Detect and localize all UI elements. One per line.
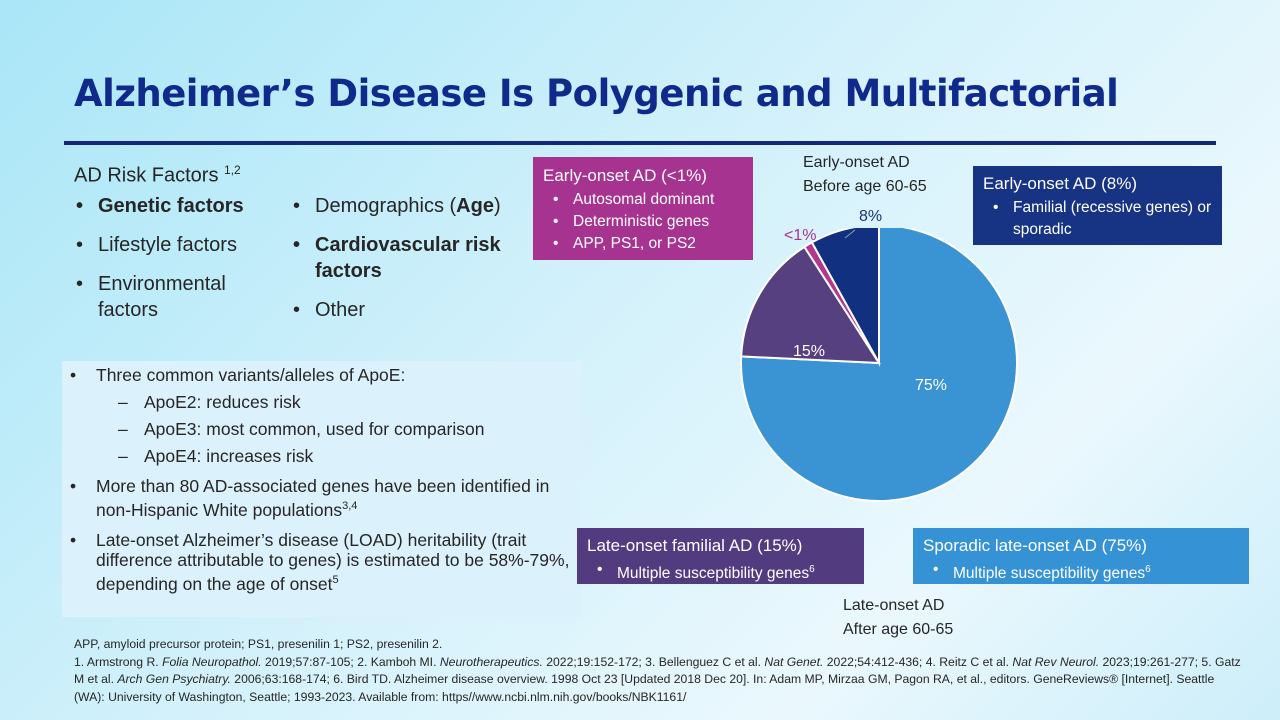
abbreviations: APP, amyloid precursor protein; PS1, pre… [74,637,443,651]
late-onset-familial-box: Late-onset familial AD (15%) Multiple su… [577,528,864,584]
sub-item: ApoE4: increases risk [118,446,570,466]
list-item: Demographics (Age) [291,193,521,219]
list-item: Environmental factors [74,271,284,323]
pie-label-lt1: <1% [784,227,817,244]
sporadic-late-onset-box: Sporadic late-onset AD (75%) Multiple su… [913,528,1249,584]
list-item: Genetic factors [74,193,284,219]
list-item: Deterministic genes [543,211,753,233]
slide-title: Alzheimer’s Disease Is Polygenic and Mul… [74,72,1119,115]
list-item: Familial (recessive genes) or sporadic [983,197,1223,241]
sub-item: ApoE2: reduces risk [118,392,570,412]
list-item: Late-onset Alzheimer’s disease (LOAD) he… [70,530,570,594]
pie-label-15: 15% [793,343,826,360]
references: 1. Armstrong R. Folia Neuropathol. 2019;… [74,654,1241,704]
list-item: More than 80 AD-associated genes have be… [70,476,570,520]
pie-label-8: 8% [859,208,883,225]
early-onset-8-box: Early-onset AD (8%) Familial (recessive … [973,166,1222,245]
list-item: Lifestyle factors [74,232,284,258]
pie-slice [810,228,880,367]
list-item: Cardiovascular risk factors [291,232,521,284]
list-item: Autosomal dominant [543,189,753,211]
list-item: APP, PS1, or PS2 [543,233,753,255]
leader-line [844,229,856,239]
pie-slice [740,245,881,365]
list-item: Other [291,297,521,323]
risk-factors-list-2: Demographics (Age) Cardiovascular risk f… [291,193,521,336]
pie-label-75: 75% [915,377,948,394]
list-item: Three common variants/alleles of ApoE: A… [70,365,570,466]
early-onset-lt1-box: Early-onset AD (<1%) Autosomal dominant … [533,157,753,260]
onset-pie-chart [740,228,1018,502]
late-onset-label: Late-onset AD After age 60-65 [843,597,954,638]
risk-factors-heading: AD Risk Factors 1,2 [74,163,241,187]
risk-factors-list-1: Genetic factors Lifestyle factors Enviro… [74,193,284,336]
list-item: Multiple susceptibility genes6 [587,559,864,585]
early-onset-label: Early-onset AD Before age 60-65 [803,154,927,195]
apoe-list: Three common variants/alleles of ApoE: A… [70,365,570,604]
title-underline [64,141,1216,145]
sub-item: ApoE3: most common, used for comparison [118,419,570,439]
list-item: Multiple susceptibility genes6 [923,559,1249,585]
footnotes: APP, amyloid precursor protein; PS1, pre… [74,636,1244,706]
